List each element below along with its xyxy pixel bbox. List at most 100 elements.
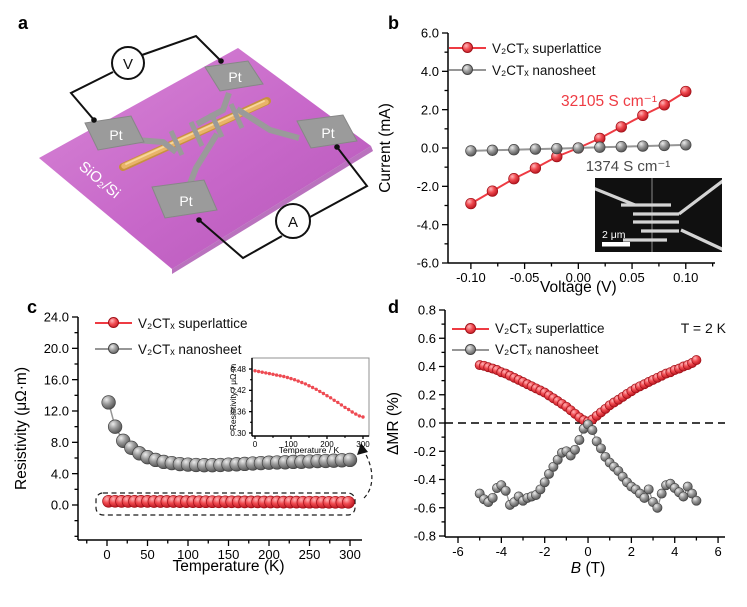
- data-point: [357, 414, 362, 418]
- series-nanosheet-c: [101, 395, 358, 473]
- data-point: [289, 376, 293, 381]
- sem-inset-image: 2 μm: [595, 178, 722, 252]
- data-point: [574, 435, 585, 445]
- tick-labels-d: -6 -4 -2 0 2 4 6 -0.8 -0.6 -0.4 -0.2 0.0 0.2 0.4 0.6 0.…: [414, 303, 722, 559]
- data-point: [350, 410, 354, 414]
- y-tick-label: -2.0: [417, 179, 439, 194]
- panel-a-letter: a: [18, 13, 29, 33]
- data-point: [267, 371, 272, 376]
- y-tick-label: -0.2: [414, 444, 436, 459]
- substrate-edge: [172, 146, 373, 274]
- y-tick-label: -4.0: [417, 217, 439, 232]
- legend-label: V₂CTₓ superlattice: [138, 315, 248, 331]
- y-tick-label: -6.0: [417, 256, 439, 271]
- legend-label: V₂CTₓ nanosheet: [492, 62, 596, 78]
- ammeter-label: A: [288, 214, 298, 231]
- series-marker-icon: [108, 317, 119, 328]
- x-tick-label: 300: [356, 440, 370, 449]
- data-point: [587, 425, 598, 436]
- x-tick-label: 100: [284, 440, 298, 449]
- data-point: [535, 484, 546, 495]
- legend-item-superlattice: V₂CTₓ superlattice: [95, 310, 247, 336]
- legend-key: [452, 322, 489, 335]
- data-point: [596, 443, 606, 454]
- pt-label-bottom: Pt: [179, 193, 192, 209]
- data-point: [637, 140, 649, 152]
- data-point: [643, 484, 654, 495]
- legend-c: V₂CTₓ superlattice V₂CTₓ nanosheet: [95, 310, 247, 362]
- data-point: [278, 374, 282, 378]
- ticks-c_inset: [249, 368, 364, 439]
- data-point: [687, 488, 698, 499]
- x-tick-label: -2: [539, 544, 551, 559]
- x-tick-label: -0.10: [456, 270, 486, 285]
- data-point: [548, 461, 559, 472]
- sem-electrodes: [595, 179, 722, 251]
- x-axis-label-d: B (T): [571, 560, 605, 577]
- voltmeter-icon: V: [111, 46, 145, 80]
- data-point: [285, 375, 290, 380]
- pt-pad-left: [84, 115, 145, 151]
- x-axis-label-c_inset: Temperature / K: [279, 445, 340, 455]
- y-tick-label: 0.6: [418, 331, 436, 346]
- legend-label: V₂CTₓ superlattice: [492, 40, 602, 56]
- pt-label-top: Pt: [228, 69, 241, 85]
- y-tick-label: 20.0: [44, 341, 69, 356]
- data-point: [486, 185, 499, 197]
- data-point: [274, 373, 279, 377]
- x-tick-label: 0.00: [566, 270, 591, 285]
- conductivity-superlattice-annotation: 32105 S cm⁻¹: [560, 93, 658, 110]
- data-point: [465, 197, 477, 210]
- x-tick-label: 6: [714, 544, 721, 559]
- y-tick-label: 4.0: [421, 64, 439, 79]
- tick-labels-b: -0.10 -0.05 0.00 0.05 0.10 -6.0 -4.0 -2.0 0.0 2.0…: [417, 26, 699, 285]
- legend-item-superlattice: V₂CTₓ superlattice: [449, 37, 601, 59]
- ticks-d: [439, 309, 719, 543]
- data-point: [321, 391, 326, 396]
- x-axis-label-c: Temperature (K): [173, 558, 285, 575]
- panel-d-letter: d: [388, 297, 399, 317]
- pt-label-left: Pt: [109, 127, 122, 143]
- series-marker-icon: [462, 64, 473, 75]
- series-nanosheet-d: [474, 419, 702, 513]
- legend-key: [95, 343, 132, 355]
- data-point: [652, 502, 663, 513]
- legend-label: V₂CTₓ nanosheet: [138, 341, 242, 357]
- data-point: [292, 378, 297, 382]
- y-tick-label: 12.0: [44, 404, 69, 419]
- y-tick-label: -0.6: [414, 500, 436, 515]
- y-tick-label: 0.48: [230, 365, 246, 374]
- x-tick-label: -6: [452, 544, 464, 559]
- y-tick-label: 4.0: [51, 466, 69, 481]
- data-point: [615, 141, 627, 153]
- y-tick-label: 0.2: [418, 387, 436, 402]
- x-tick-label: 0: [253, 440, 258, 449]
- data-point: [615, 121, 627, 133]
- y-tick-label: 0.0: [418, 416, 436, 431]
- temperature-condition-label: T = 2 K: [680, 320, 726, 336]
- data-point: [680, 139, 692, 151]
- data-point: [691, 495, 702, 506]
- legend-item-nanosheet: V₂CTₓ nanosheet: [452, 339, 604, 360]
- data-point: [678, 491, 689, 502]
- x-tick-label: 200: [320, 440, 334, 449]
- x-tick-label: 0: [584, 544, 591, 559]
- legend-key: [452, 343, 489, 356]
- legend-item-nanosheet: V₂CTₓ nanosheet: [449, 59, 601, 81]
- data-point: [539, 477, 550, 488]
- pt-pad-top: [204, 60, 264, 92]
- x-tick-label: 0: [103, 547, 110, 562]
- tick-labels-c: 0 50 100 150 200 250 300 0.0 4.0 8.0 12.0 16.0 20.0 2…: [44, 310, 361, 562]
- data-point: [594, 141, 606, 153]
- series-superlattice-d: [474, 355, 702, 427]
- legend-item-superlattice: V₂CTₓ superlattice: [452, 318, 604, 339]
- legend-item-nanosheet: V₂CTₓ nanosheet: [95, 336, 247, 362]
- series-marker-icon: [465, 343, 476, 355]
- data-point: [500, 485, 511, 496]
- pt-pads: [84, 60, 358, 219]
- scale-bar: [602, 242, 630, 247]
- data-point: [544, 468, 554, 479]
- data-point: [342, 452, 358, 468]
- data-point: [639, 492, 650, 503]
- y-tick-label: 0.0: [421, 141, 439, 156]
